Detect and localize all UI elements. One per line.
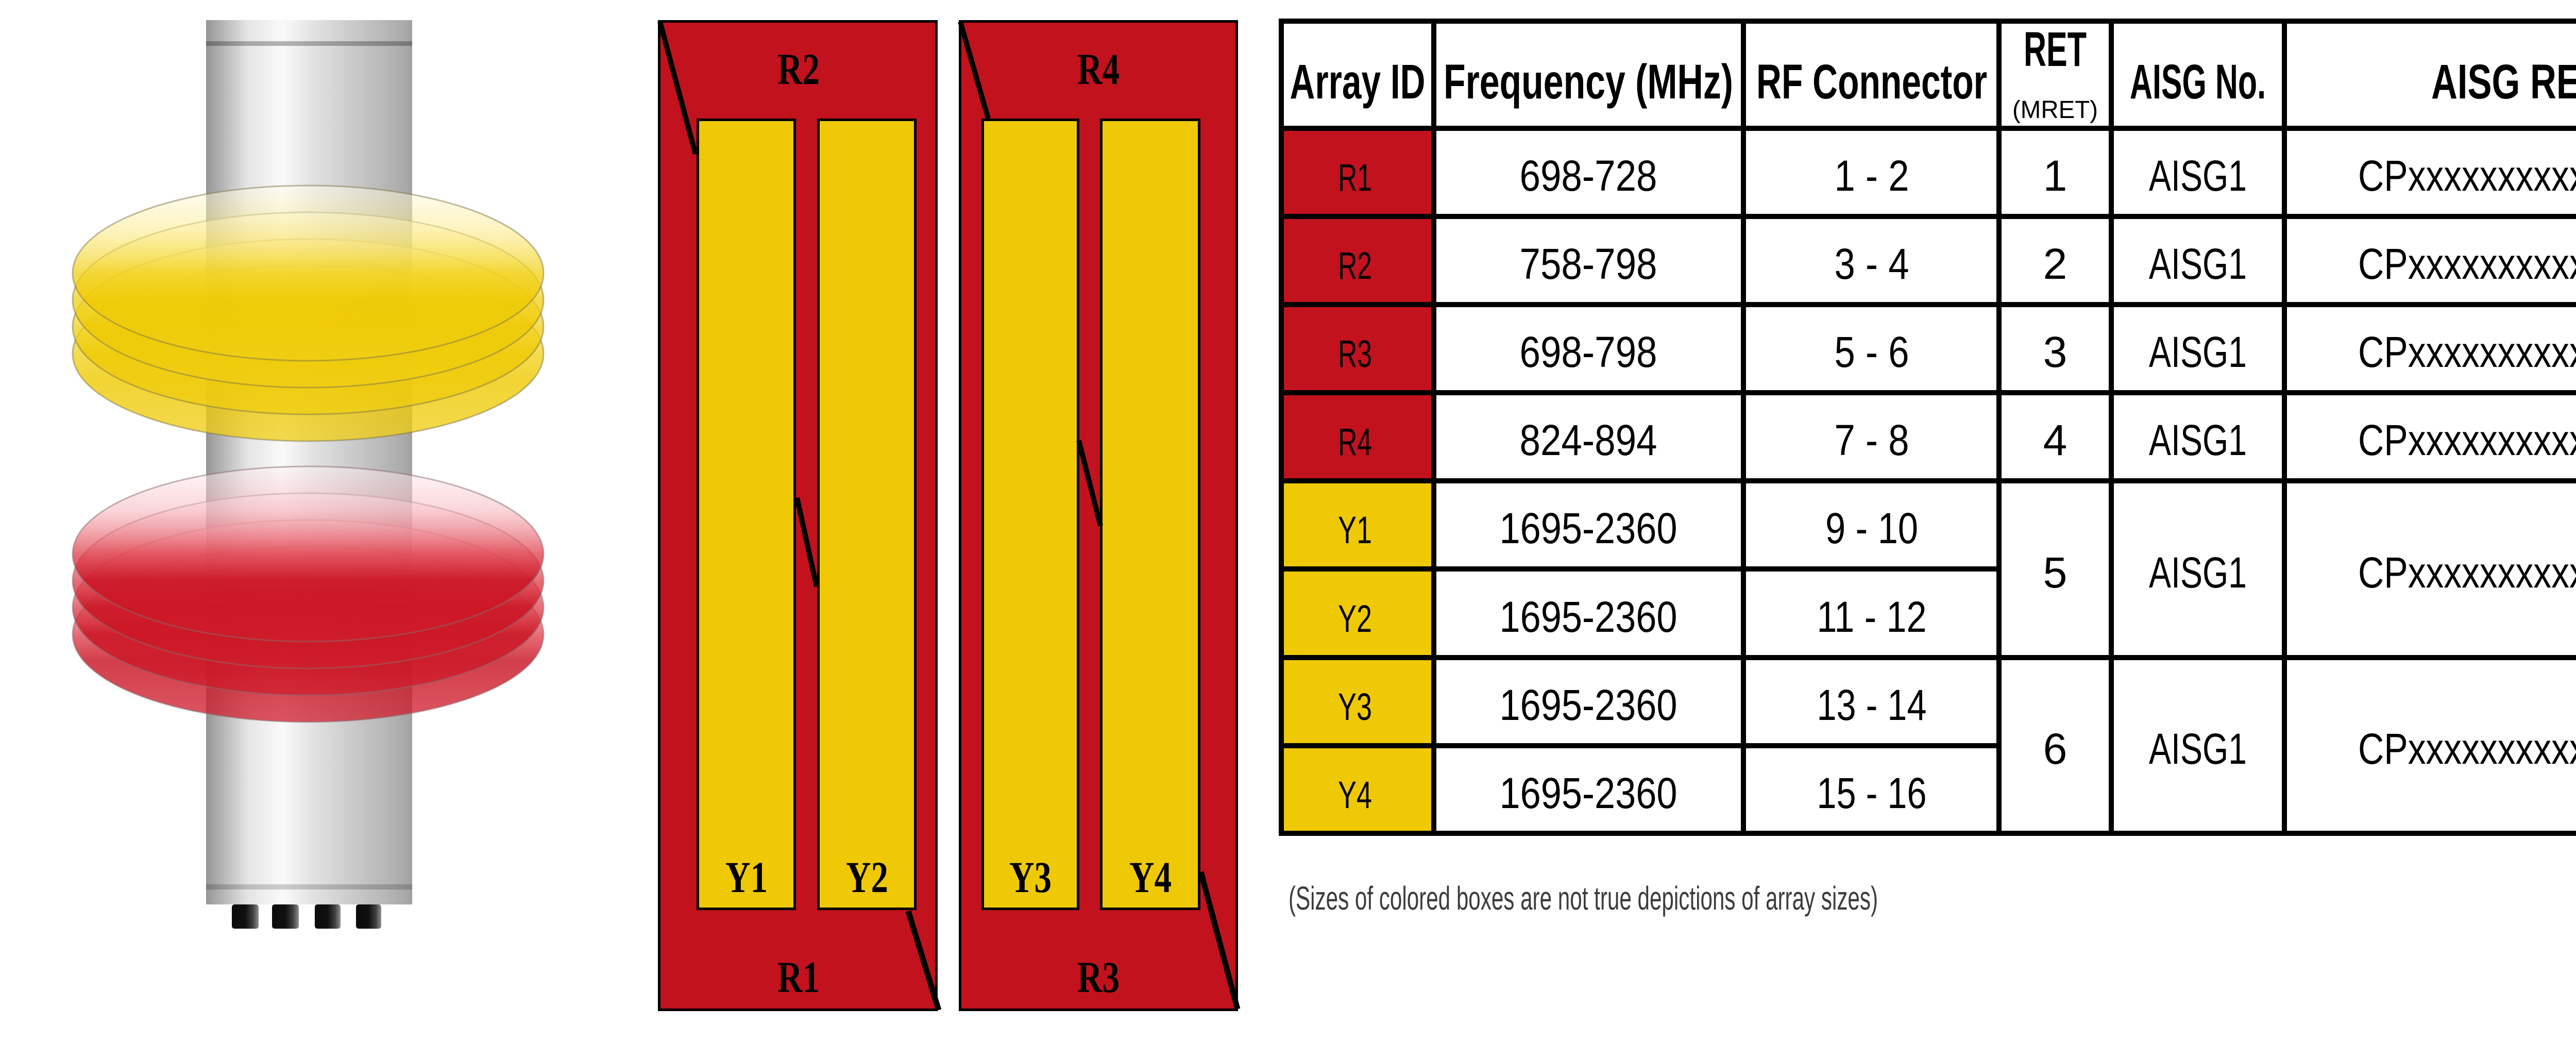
svg-text:1695-2360: 1695-2360 (1500, 681, 1677, 729)
svg-text:Y4: Y4 (1338, 774, 1372, 816)
svg-text:3: 3 (2043, 328, 2067, 376)
svg-text:CPxxxxxxxxxxxxxxMM.6: CPxxxxxxxxxxxxxxMM.6 (2358, 725, 2576, 773)
svg-text:698-728: 698-728 (1520, 152, 1657, 200)
svg-text:R2: R2 (1338, 244, 1372, 287)
svg-text:AISG1: AISG1 (2149, 328, 2247, 376)
svg-text:Y1: Y1 (725, 852, 768, 902)
svg-text:4: 4 (2043, 416, 2067, 464)
svg-text:(Sizes of colored boxes are no: (Sizes of colored boxes are not true dep… (1289, 880, 1878, 917)
svg-text:AISG1: AISG1 (2149, 240, 2247, 288)
svg-text:13 - 14: 13 - 14 (1817, 681, 1927, 729)
svg-text:1: 1 (2043, 152, 2067, 200)
svg-text:AISG RET UID: AISG RET UID (2431, 55, 2576, 109)
svg-text:5 - 6: 5 - 6 (1835, 328, 1909, 376)
svg-text:1695-2360: 1695-2360 (1500, 769, 1677, 817)
svg-text:3 - 4: 3 - 4 (1835, 240, 1909, 288)
svg-text:1695-2360: 1695-2360 (1500, 593, 1677, 641)
svg-text:CPxxxxxxxxxxxxxxMM.1: CPxxxxxxxxxxxxxxMM.1 (2358, 152, 2576, 200)
svg-text:11 - 12: 11 - 12 (1817, 593, 1927, 641)
svg-text:RET: RET (2024, 22, 2087, 77)
svg-text:Y3: Y3 (1338, 685, 1372, 728)
svg-text:824-894: 824-894 (1520, 416, 1657, 464)
svg-text:2: 2 (2043, 240, 2067, 288)
svg-text:AISG1: AISG1 (2149, 416, 2247, 464)
svg-text:AISG No.: AISG No. (2130, 55, 2266, 109)
svg-text:Frequency (MHz): Frequency (MHz) (1444, 55, 1733, 109)
svg-text:RF Connector: RF Connector (1756, 55, 1987, 109)
svg-text:6: 6 (2043, 725, 2067, 773)
svg-text:Y1: Y1 (1338, 509, 1372, 551)
svg-text:15 - 16: 15 - 16 (1817, 769, 1927, 817)
svg-text:Y2: Y2 (1338, 597, 1372, 640)
svg-text:R4: R4 (1338, 421, 1372, 463)
svg-text:R2: R2 (777, 44, 820, 94)
svg-text:Array ID: Array ID (1290, 55, 1426, 109)
svg-text:Y3: Y3 (1009, 852, 1052, 902)
svg-text:Y4: Y4 (1129, 852, 1172, 902)
svg-text:CPxxxxxxxxxxxxxxMM.3: CPxxxxxxxxxxxxxxMM.3 (2358, 328, 2576, 376)
svg-text:1 - 2: 1 - 2 (1835, 152, 1909, 200)
svg-text:CPxxxxxxxxxxxxxxMM.2: CPxxxxxxxxxxxxxxMM.2 (2358, 240, 2576, 288)
svg-text:1695-2360: 1695-2360 (1500, 504, 1677, 552)
svg-text:AISG1: AISG1 (2149, 548, 2247, 597)
svg-text:CPxxxxxxxxxxxxxxMM.5: CPxxxxxxxxxxxxxxMM.5 (2358, 548, 2576, 597)
svg-text:5: 5 (2043, 548, 2067, 597)
svg-text:R4: R4 (1077, 44, 1120, 94)
svg-text:(MRET): (MRET) (2012, 96, 2098, 124)
svg-text:Y2: Y2 (846, 852, 888, 902)
svg-text:CPxxxxxxxxxxxxxxMM.4: CPxxxxxxxxxxxxxxMM.4 (2358, 416, 2576, 464)
svg-text:AISG1: AISG1 (2149, 152, 2247, 200)
svg-text:R1: R1 (777, 952, 820, 1002)
svg-text:R3: R3 (1338, 332, 1372, 375)
svg-text:7 - 8: 7 - 8 (1835, 416, 1909, 464)
svg-text:9 - 10: 9 - 10 (1825, 504, 1918, 552)
svg-text:R3: R3 (1077, 952, 1120, 1002)
svg-text:698-798: 698-798 (1520, 328, 1657, 376)
svg-text:R1: R1 (1338, 156, 1372, 199)
svg-text:AISG1: AISG1 (2149, 725, 2247, 773)
svg-text:758-798: 758-798 (1520, 240, 1657, 288)
